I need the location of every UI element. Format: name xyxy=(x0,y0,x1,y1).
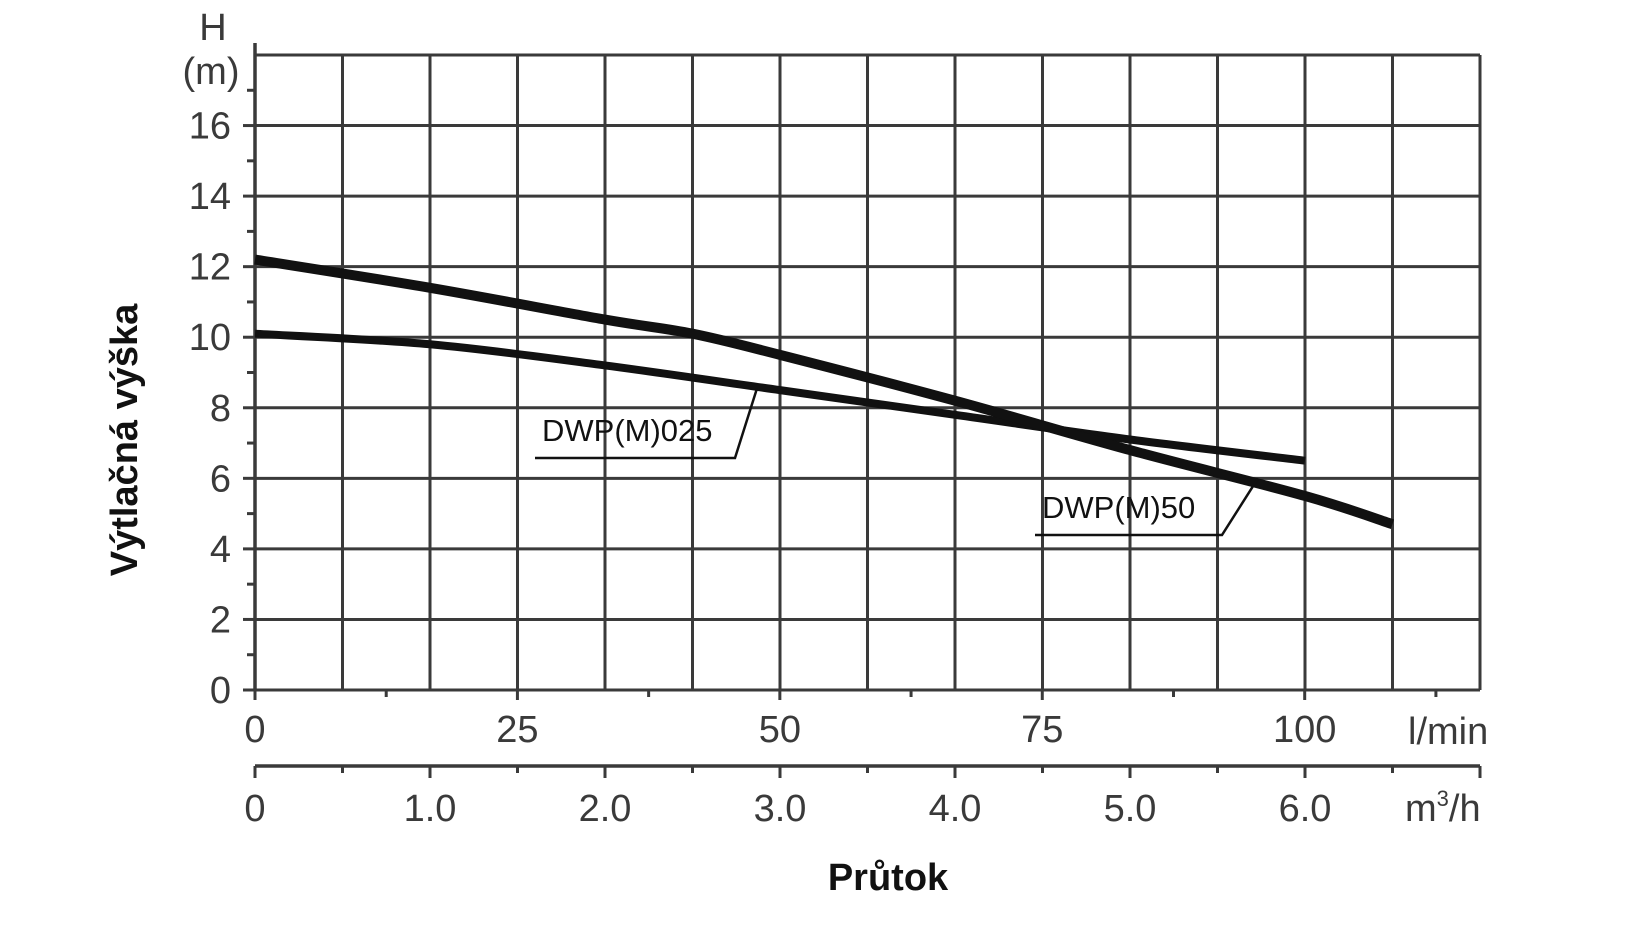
axes: 0 2 4 6 8 10 12 14 16 0 25 50 75 100 0 1.0 2.0 3.0 4.0 5.0 6… xyxy=(189,43,1482,830)
x-m3h-tick-label-1.0: 1.0 xyxy=(404,788,457,830)
series-line-0 xyxy=(254,329,1306,465)
axis-titles: Výtlačná výška Průtok H (m) l/min m3/h xyxy=(104,7,1488,899)
y-unit-top: H xyxy=(199,7,226,49)
series-labels: DWP(M)025 DWP(M)50 xyxy=(535,387,1260,537)
x-axis-title: Průtok xyxy=(828,857,949,899)
series-line-1 xyxy=(254,254,1395,529)
x-unit-secondary-base: m xyxy=(1405,788,1437,830)
y-tick-label-10: 10 xyxy=(189,317,231,359)
leader-line-dwpm50 xyxy=(1035,477,1260,537)
x-unit-primary: l/min xyxy=(1408,711,1488,753)
y-tick-label-0: 0 xyxy=(210,670,231,712)
series-label-dwpm50: DWP(M)50 xyxy=(1042,490,1195,525)
x-unit-secondary-tail: /h xyxy=(1449,788,1481,830)
y-tick-label-12: 12 xyxy=(189,247,231,289)
x-lmin-tick-label-75: 75 xyxy=(1021,709,1063,751)
x-unit-secondary: m3/h xyxy=(1405,786,1481,830)
y-tick-label-14: 14 xyxy=(189,176,231,218)
y-axis-title: Výtlačná výška xyxy=(104,303,146,576)
y-tick-label-4: 4 xyxy=(210,529,231,571)
y-tick-label-6: 6 xyxy=(210,458,231,500)
x-m3h-tick-label-5.0: 5.0 xyxy=(1104,788,1157,830)
x-m3h-tick-label-6.0: 6.0 xyxy=(1279,788,1332,830)
x-m3h-tick-label-4.0: 4.0 xyxy=(929,788,982,830)
x-lmin-tick-label-100: 100 xyxy=(1273,709,1336,751)
y-tick-label-2: 2 xyxy=(210,599,231,641)
leader-line-dwpm025 xyxy=(535,387,759,460)
y-tick-label-8: 8 xyxy=(210,388,231,430)
x-lmin-tick-label-25: 25 xyxy=(496,709,538,751)
y-unit-bottom: (m) xyxy=(183,51,240,93)
x-unit-secondary-exp: 3 xyxy=(1437,786,1449,811)
x-m3h-tick-label-3.0: 3.0 xyxy=(754,788,807,830)
x-lmin-tick-label-50: 50 xyxy=(759,709,801,751)
x-m3h-tick-label-0: 0 xyxy=(244,788,265,830)
series-label-dwpm025: DWP(M)025 xyxy=(542,413,713,448)
y-tick-label-16: 16 xyxy=(189,106,231,148)
x-m3h-tick-label-2.0: 2.0 xyxy=(579,788,632,830)
series-lines xyxy=(254,254,1395,529)
x-lmin-tick-label-0: 0 xyxy=(244,709,265,751)
